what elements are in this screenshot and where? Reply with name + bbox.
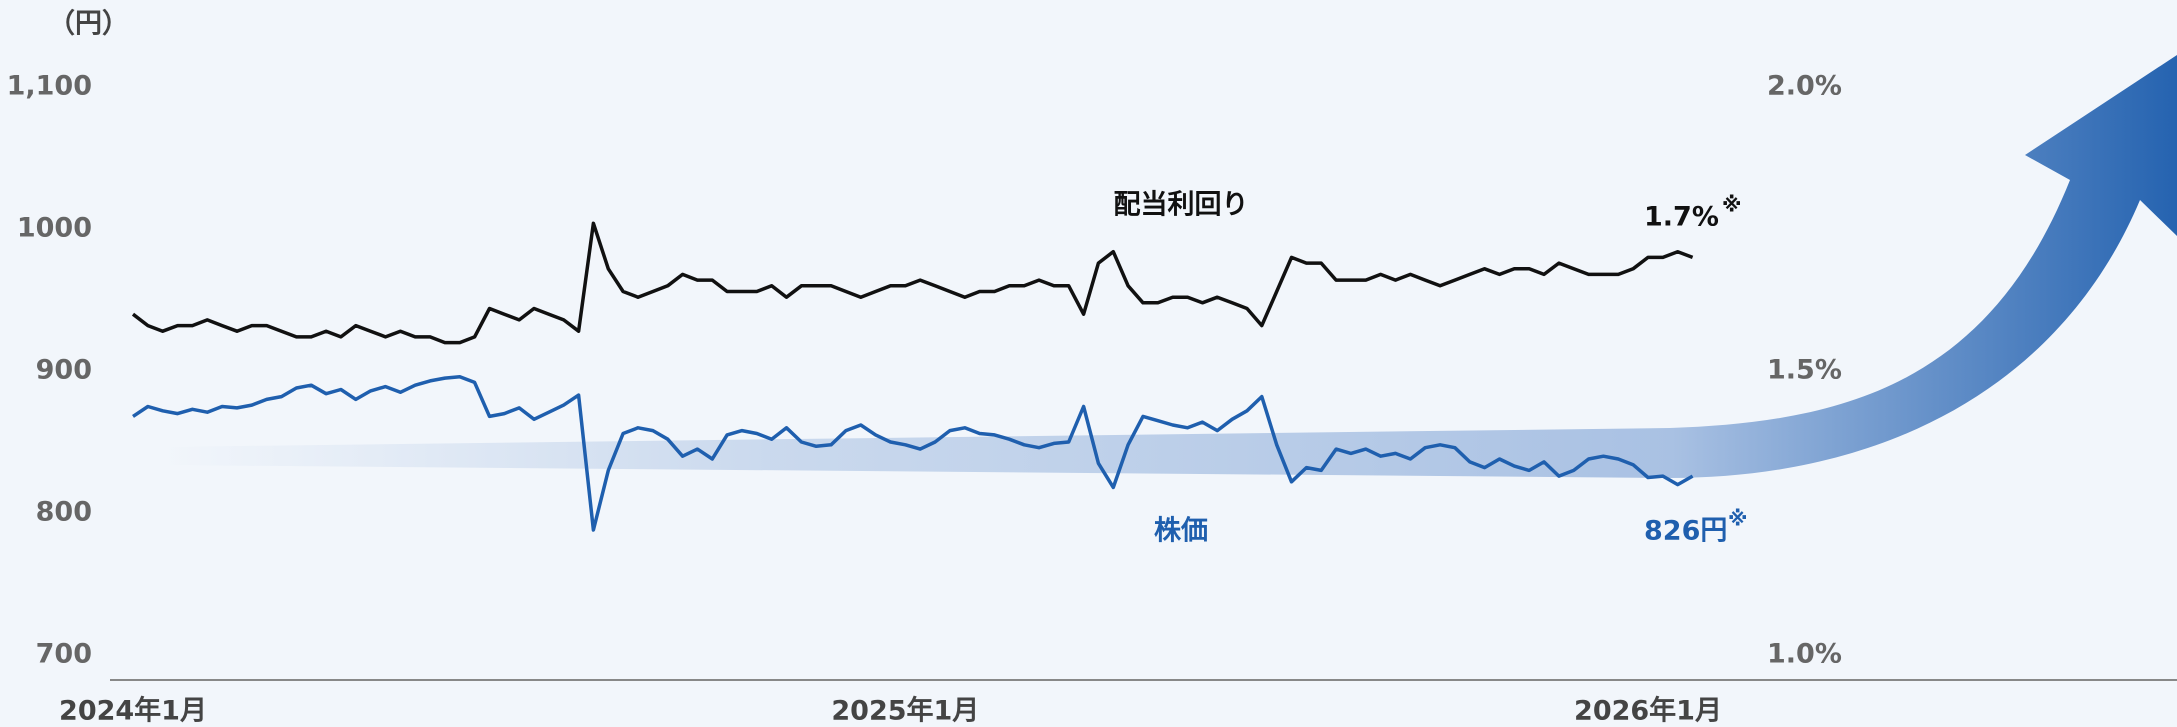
note-mark: ※ xyxy=(1722,193,1741,217)
y-tick-label: 800 xyxy=(36,497,92,528)
y-tick-label: 900 xyxy=(36,355,92,386)
y2-tick-label: 1.5% xyxy=(1767,355,1842,386)
growth-arrow xyxy=(160,55,2177,478)
series-line xyxy=(133,223,1693,342)
annotation: 株価 xyxy=(1154,516,1208,547)
y-tick-label: 1000 xyxy=(17,213,92,244)
annotation: 826円 xyxy=(1644,516,1727,547)
y-tick-label: 1,100 xyxy=(7,71,92,102)
y2-tick-label: 1.0% xyxy=(1767,639,1842,670)
note-mark: ※ xyxy=(1728,507,1747,531)
y-unit: （円） xyxy=(48,9,129,40)
x-tick-label: 2025年1月 xyxy=(831,695,979,727)
annotation: 配当利回り xyxy=(1114,190,1249,221)
x-tick-label: 2024年1月 xyxy=(59,695,207,727)
chart: （円） 株価 826円 ※ 配当利回り 1.7% ※ 700 800 900 1000… xyxy=(0,0,2177,727)
annotation: 1.7% xyxy=(1644,202,1719,233)
y2-tick-label: 2.0% xyxy=(1767,71,1842,102)
x-tick-label: 2026年1月 xyxy=(1574,695,1722,727)
y-tick-label: 700 xyxy=(36,639,92,670)
